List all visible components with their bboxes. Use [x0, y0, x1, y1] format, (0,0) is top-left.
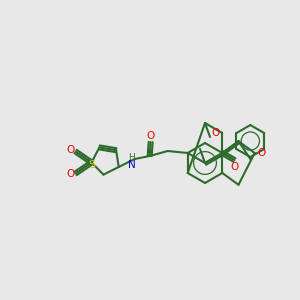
Text: N: N [128, 160, 136, 170]
Text: O: O [211, 128, 219, 138]
Text: S: S [88, 160, 95, 170]
Text: O: O [258, 148, 266, 158]
Text: O: O [66, 146, 75, 155]
Text: O: O [66, 169, 75, 179]
Text: O: O [147, 131, 155, 141]
Text: O: O [230, 162, 238, 172]
Text: H: H [128, 154, 135, 163]
